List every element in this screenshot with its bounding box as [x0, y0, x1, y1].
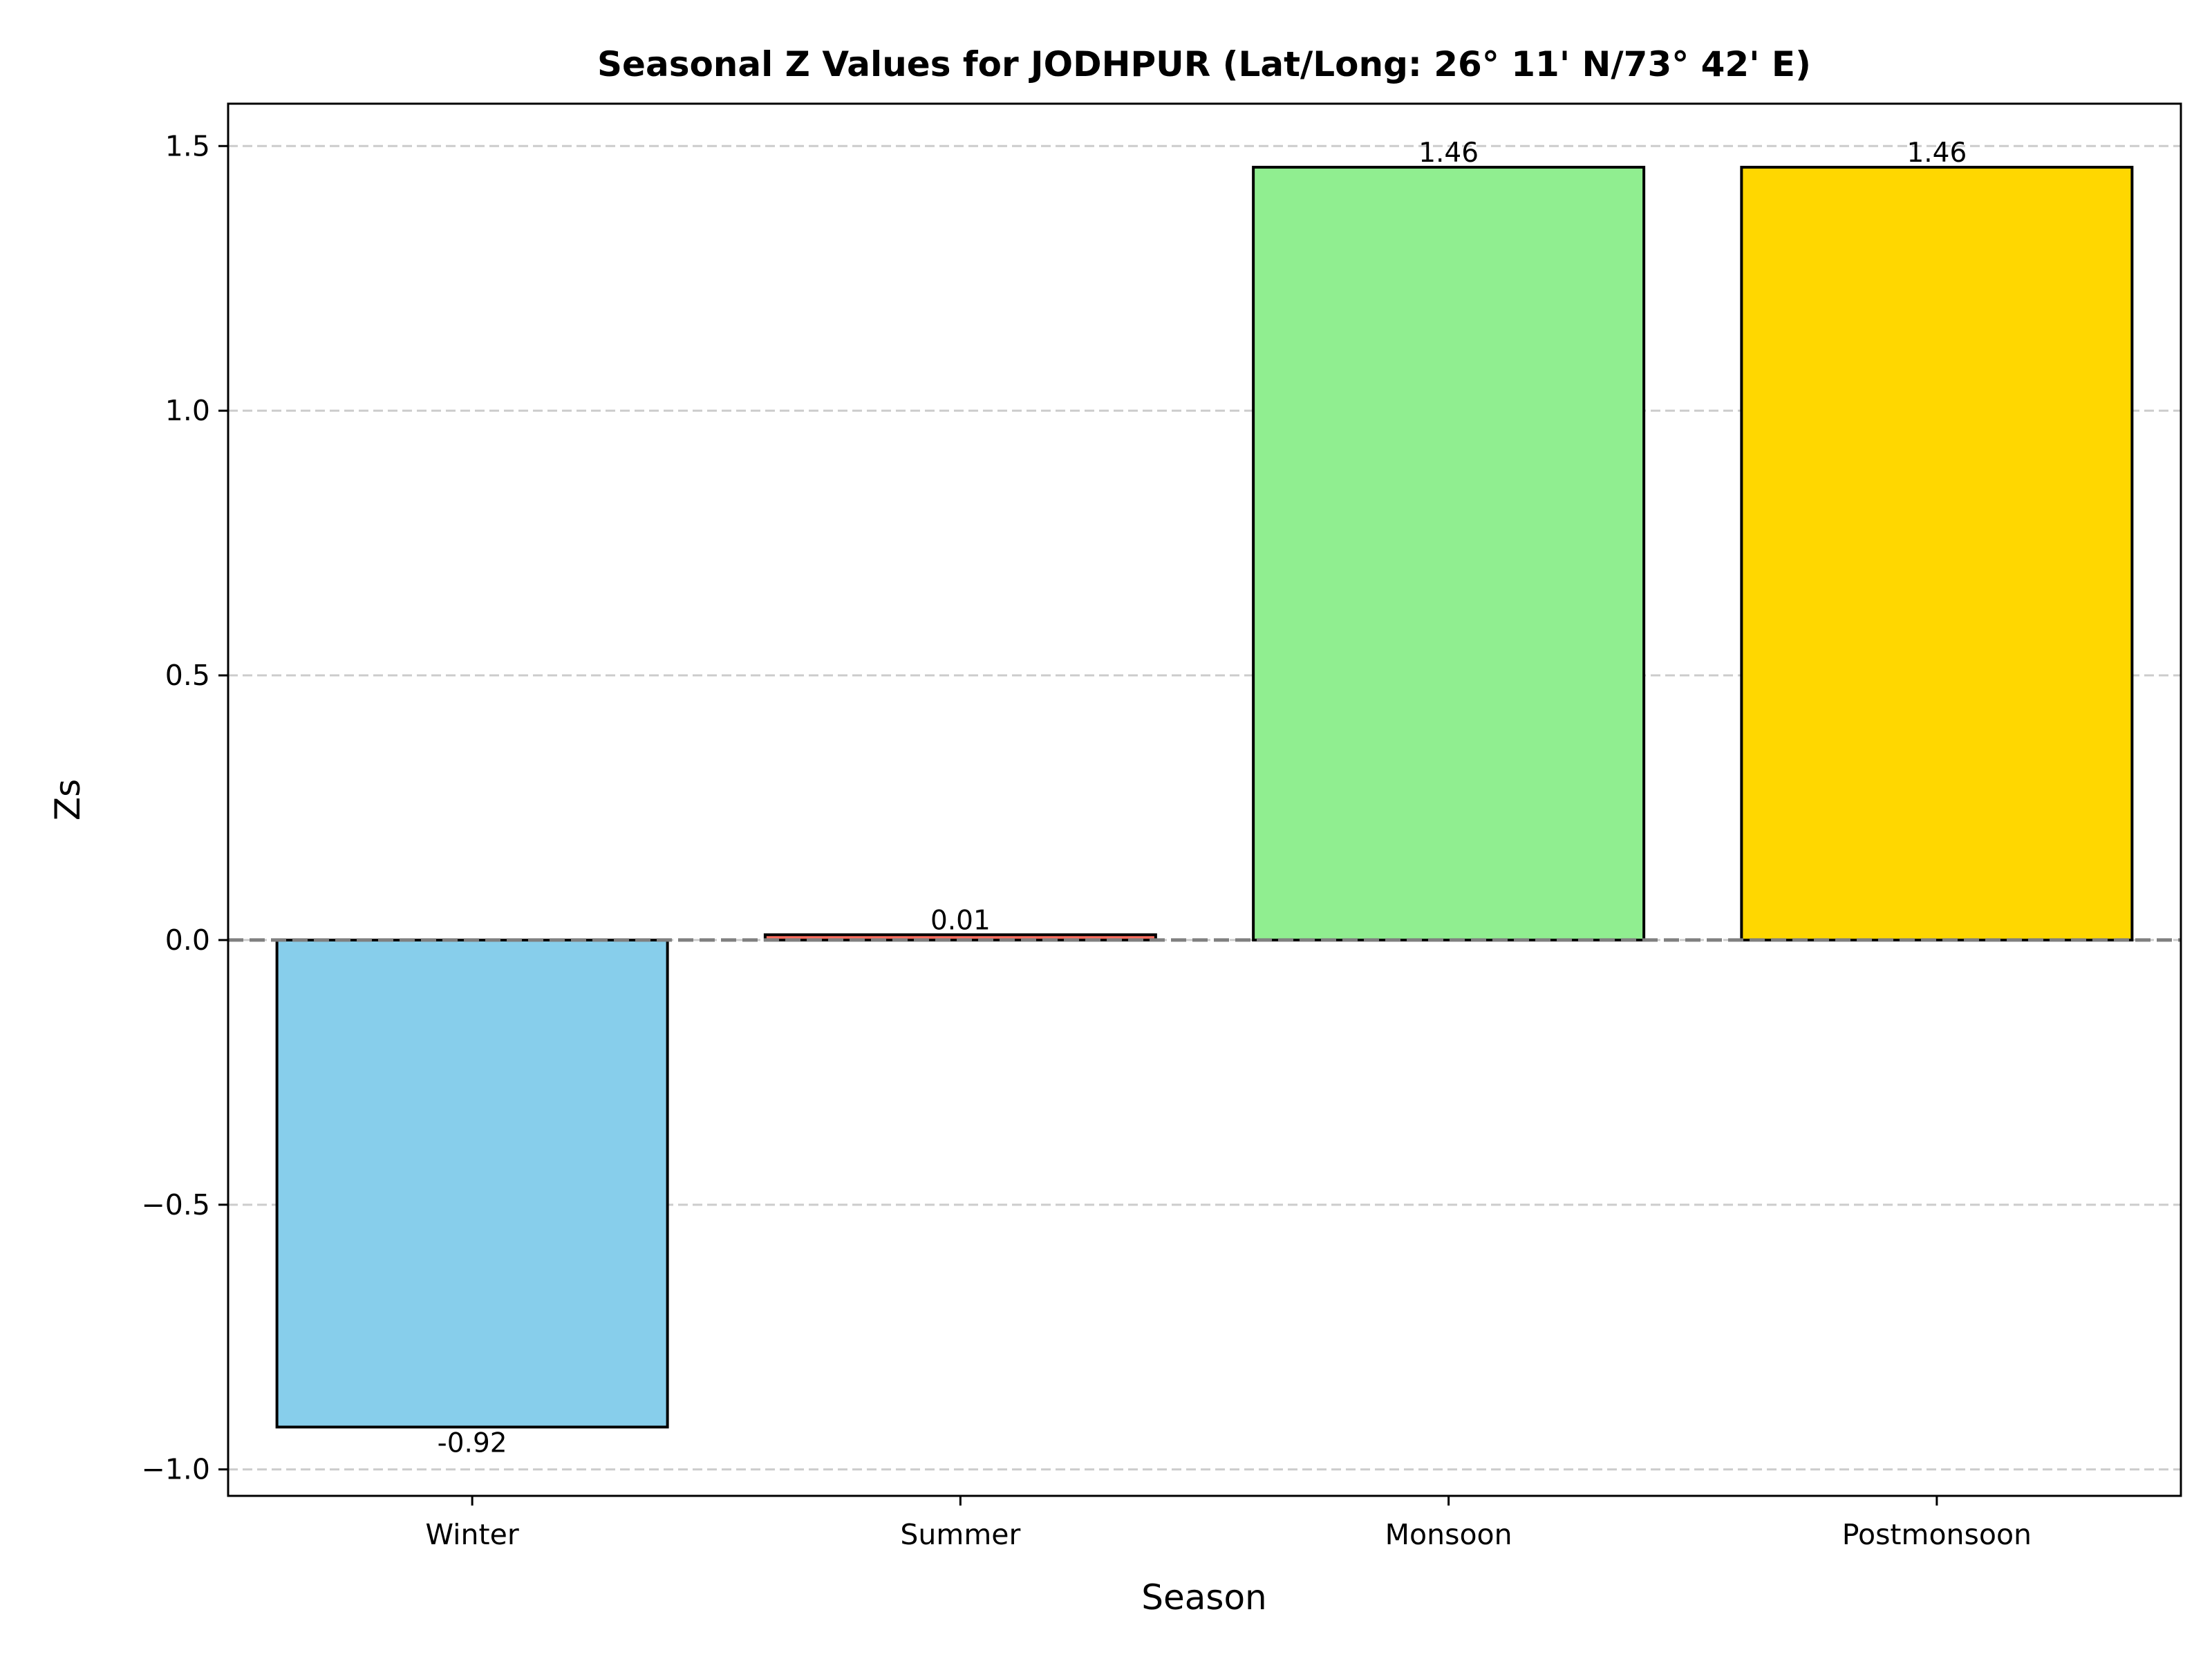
- plot-frame: [227, 102, 2182, 1497]
- bar-postmonsoon: [1740, 165, 2134, 941]
- y-tick-label: 0.5: [165, 659, 210, 692]
- data-label: 1.46: [1906, 138, 1967, 169]
- y-tick-label: −0.5: [141, 1188, 210, 1221]
- x-tick-label: Postmonsoon: [1842, 1518, 2032, 1551]
- bar-monsoon: [1252, 165, 1646, 941]
- y-tick-label: 1.0: [165, 394, 210, 427]
- data-labels: -0.92 0.01 1.46 1.46: [438, 138, 1967, 1459]
- x-tick-label: Monsoon: [1385, 1518, 1512, 1551]
- y-tick-label: −1.0: [141, 1453, 210, 1486]
- y-tick-label: 0.0: [165, 924, 210, 957]
- data-label: 1.46: [1418, 138, 1479, 169]
- y-axis-ticks: −1.0 −0.5 0.0 0.5 1.0 1.5: [141, 129, 228, 1486]
- x-tick-label: Winter: [426, 1518, 519, 1551]
- data-label: 0.01: [930, 905, 991, 936]
- x-axis-label: Season: [1141, 1577, 1266, 1618]
- chart-title: Seasonal Z Values for JODHPUR (Lat/Long:…: [597, 44, 1811, 84]
- bars: [275, 165, 2134, 1429]
- y-tick-label: 1.5: [165, 129, 210, 162]
- x-axis-ticks: Winter Summer Monsoon Postmonsoon: [426, 1496, 2032, 1551]
- x-tick-label: Summer: [900, 1518, 1020, 1551]
- data-label: -0.92: [438, 1427, 507, 1459]
- y-axis-label: Zs: [48, 779, 88, 821]
- bar-winter: [275, 938, 669, 1429]
